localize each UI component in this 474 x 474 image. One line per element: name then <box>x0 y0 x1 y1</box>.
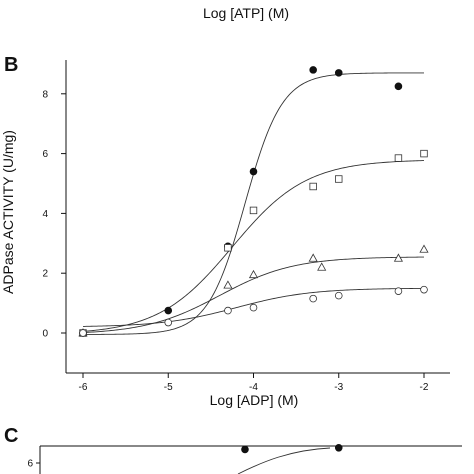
fit-curve-open-circle <box>82 287 425 327</box>
panel-c-data-points <box>241 443 343 454</box>
data-point-open-triangle <box>393 253 404 262</box>
data-point-open-square <box>224 244 232 252</box>
data-point-open-circle <box>309 294 317 303</box>
fit-curve-filled-circle <box>83 72 424 335</box>
data-point-open-circle <box>79 329 87 337</box>
fit-curve-open-square <box>82 160 425 332</box>
data-point-open-circle <box>394 287 403 295</box>
data-point-open-triangle <box>308 253 318 262</box>
fit-curve-open-triangle <box>82 256 425 334</box>
data-point-open-circle <box>334 291 343 300</box>
panel-c-letter: C <box>4 425 18 447</box>
data-point-open-triangle <box>223 280 233 289</box>
panel-b-chart: -6 -5 -4 -3 -2 0 2 4 6 8 <box>42 60 450 393</box>
x-tick-label: -6 <box>79 382 88 393</box>
data-point-open-square <box>420 149 428 158</box>
panel-c-chart: 6 <box>27 443 462 474</box>
data-point-filled-circle <box>334 69 343 77</box>
panel-b-x-ticks: -6 -5 -4 -3 -2 <box>79 373 429 393</box>
data-point-open-square <box>335 175 343 183</box>
y-tick-label: 6 <box>27 459 33 470</box>
x-tick-label: -5 <box>164 382 173 393</box>
data-point-filled-circle <box>334 443 343 452</box>
y-tick-label: 0 <box>42 329 48 340</box>
data-point-filled-circle <box>394 82 403 91</box>
panel-b-y-axis-title: ADPase ACTIVITY (U/mg) <box>0 130 16 294</box>
x-tick-label: -3 <box>334 382 343 393</box>
data-point-open-circle <box>164 318 173 327</box>
data-point-open-triangle <box>317 262 327 271</box>
previous-panel-x-axis-title: Log [ATP] (M) <box>203 5 289 21</box>
panel-c-fit-curve <box>237 447 331 474</box>
data-point-open-square <box>394 154 403 162</box>
x-tick-label: -2 <box>420 382 429 393</box>
data-point-open-square <box>309 182 317 191</box>
y-tick-label: 4 <box>42 209 48 220</box>
data-point-open-circle <box>420 285 428 294</box>
panel-b-data-points <box>78 66 429 337</box>
panel-b-fit-curves <box>82 72 425 335</box>
y-tick-label: 2 <box>42 269 48 280</box>
fit-curve-filled-circle <box>237 447 331 474</box>
data-point-filled-circle <box>164 306 173 315</box>
data-point-filled-circle <box>241 445 249 454</box>
panel-b-letter: B <box>4 54 18 76</box>
panel-c-y-ticks: 6 <box>27 459 40 470</box>
y-tick-label: 6 <box>42 149 48 160</box>
y-tick-label: 8 <box>42 89 48 100</box>
data-point-filled-circle <box>309 66 317 74</box>
data-point-filled-circle <box>249 167 258 176</box>
data-point-open-triangle <box>419 244 429 253</box>
x-tick-label: -4 <box>249 382 258 393</box>
panel-b-y-ticks: 0 2 4 6 8 <box>42 89 66 340</box>
data-point-open-circle <box>224 306 232 315</box>
data-point-open-square <box>249 206 258 215</box>
data-point-open-triangle <box>248 269 259 279</box>
data-point-open-circle <box>249 303 258 312</box>
panel-b-x-axis-title: Log [ADP] (M) <box>210 392 299 408</box>
